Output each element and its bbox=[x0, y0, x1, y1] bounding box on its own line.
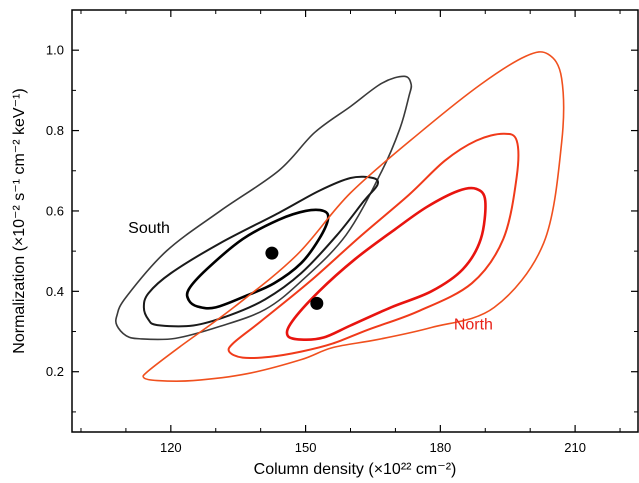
y-tick-label: 0.4 bbox=[46, 284, 64, 299]
best-fit-points-layer bbox=[265, 246, 324, 310]
y-tick-label: 1.0 bbox=[46, 43, 64, 58]
contour-south-mid bbox=[142, 175, 380, 328]
contour-north-outer bbox=[142, 51, 565, 382]
plot-frame bbox=[71, 9, 639, 433]
best-fit-point-south bbox=[265, 246, 279, 260]
x-tick-label: 180 bbox=[429, 440, 451, 455]
x-tick-label: 150 bbox=[295, 440, 317, 455]
x-tick-label: 120 bbox=[160, 440, 182, 455]
y-tick-label: 0.6 bbox=[46, 203, 64, 218]
ticks-layer bbox=[72, 10, 638, 432]
y-tick-label: 0.2 bbox=[46, 364, 64, 379]
annotation-north: North bbox=[454, 317, 493, 334]
x-axis-label: Column density (×10²² cm⁻²) bbox=[254, 461, 457, 478]
contour-north-inner bbox=[285, 186, 487, 342]
best-fit-point-north bbox=[310, 296, 324, 310]
y-axis-label: Normalization (×10⁻² s⁻¹ cm⁻² keV⁻¹) bbox=[11, 88, 28, 353]
x-tick-label: 210 bbox=[564, 440, 586, 455]
y-tick-label: 0.8 bbox=[46, 123, 64, 138]
contour-north-mid bbox=[227, 132, 520, 360]
annotation-south: South bbox=[128, 220, 170, 237]
tick-labels-layer: 120 150 180 210 0.2 0.4 0.6 0.8 1.0 bbox=[46, 43, 586, 455]
contours-layer bbox=[114, 51, 565, 382]
annotations-layer: South North bbox=[128, 220, 493, 333]
